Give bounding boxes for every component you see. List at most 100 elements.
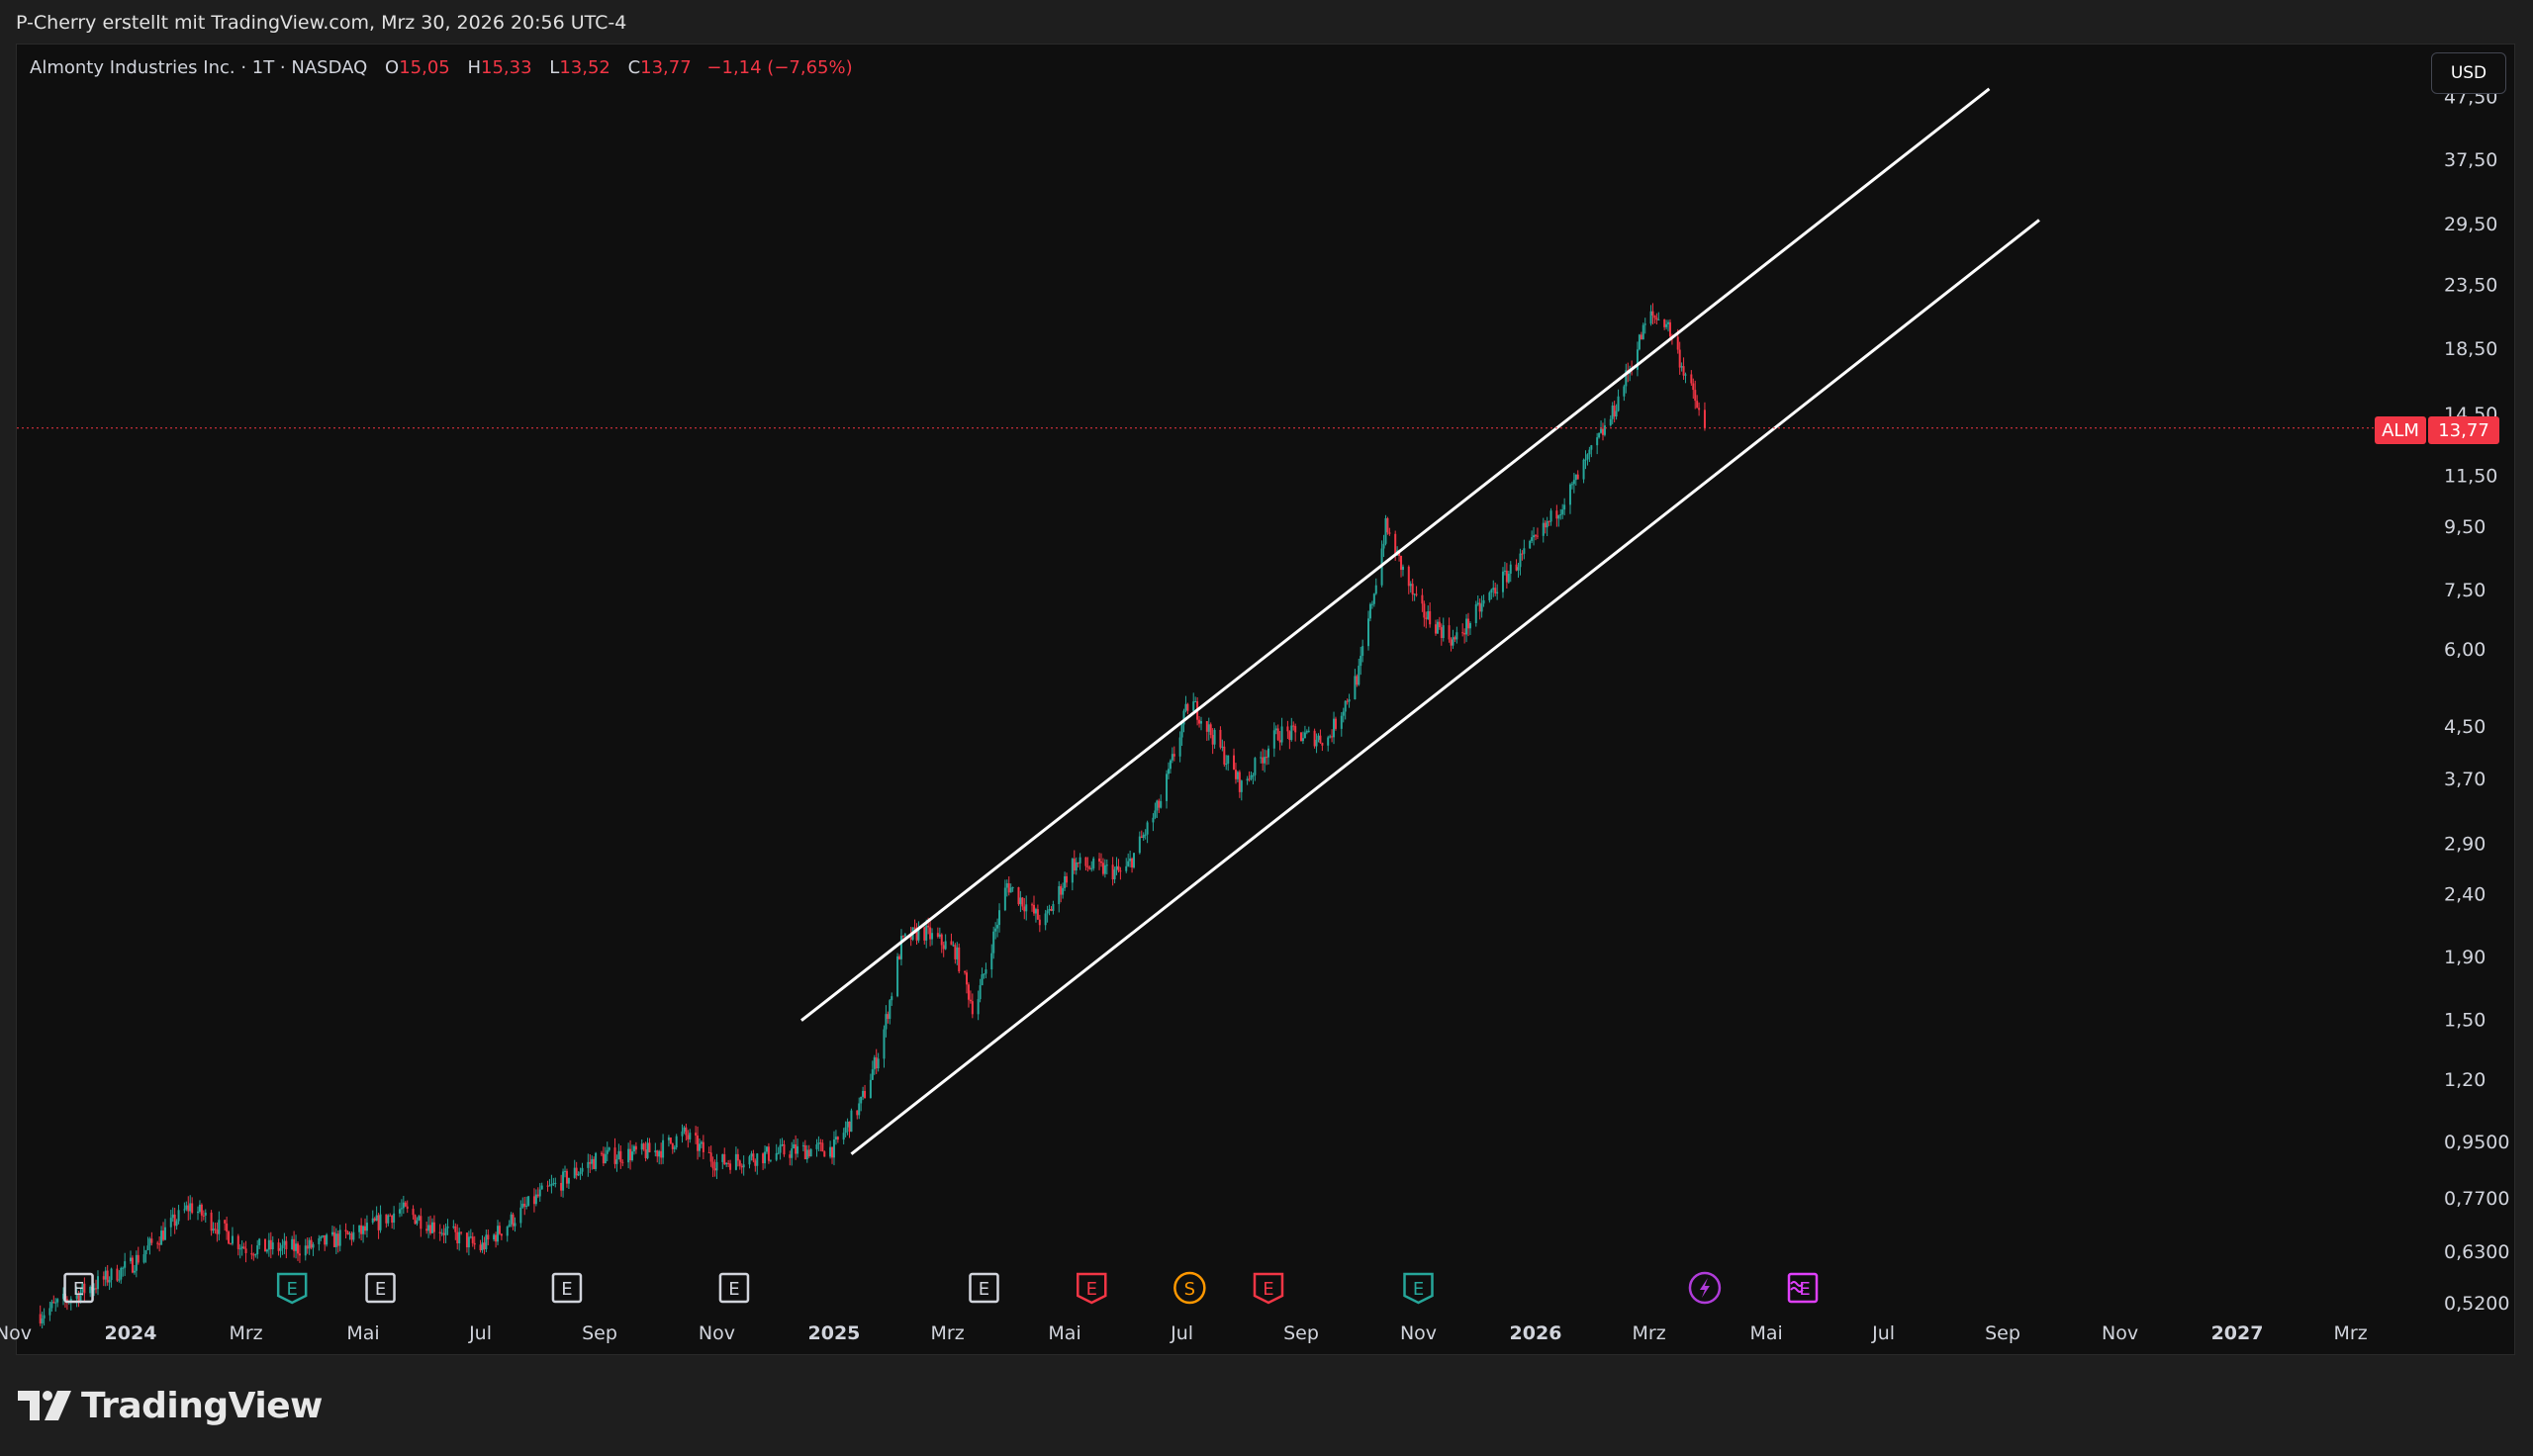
candle-body [917, 927, 920, 941]
event-marker-e-icon[interactable]: E [63, 1272, 94, 1304]
tradingview-logo[interactable]: TradingView [18, 1383, 323, 1428]
candle-body [823, 1151, 826, 1157]
candle-body [1609, 418, 1612, 426]
candle-body [1184, 703, 1187, 711]
candle-body [371, 1218, 374, 1224]
event-marker-e-icon[interactable]: E [1787, 1272, 1819, 1304]
candle-body [929, 927, 932, 940]
candle-body [801, 1144, 804, 1146]
candle-body [560, 1182, 563, 1191]
candle-body [1468, 622, 1471, 629]
candle-body [1052, 904, 1055, 911]
candle-body [1576, 474, 1579, 480]
svg-text:E: E [286, 1279, 297, 1300]
candle-body [285, 1240, 288, 1249]
candle-body [627, 1148, 630, 1163]
candle-body [1060, 885, 1063, 895]
symbol-legend[interactable]: Almonty Industries Inc. · 1T · NASDAQ O1… [30, 57, 853, 78]
candle-body [958, 947, 961, 972]
candle-body [983, 973, 985, 975]
event-marker-e-icon[interactable]: E [1403, 1272, 1434, 1305]
candle-body [1613, 406, 1616, 417]
candle-body [79, 1292, 82, 1302]
candle-body [1276, 728, 1279, 741]
candle-body [344, 1229, 347, 1232]
candle-body [640, 1143, 643, 1150]
chart-frame[interactable] [16, 44, 2515, 1355]
high-value: 15,33 [481, 57, 532, 78]
candle-body [1144, 834, 1147, 836]
event-marker-bolt-icon[interactable] [1688, 1271, 1722, 1305]
event-marker-e-icon[interactable]: E [718, 1272, 750, 1304]
candle-body [1219, 729, 1222, 748]
candle-body [479, 1244, 482, 1251]
event-marker-e-icon[interactable]: E [551, 1272, 583, 1304]
candle-body [56, 1299, 59, 1303]
candle-body [642, 1143, 645, 1150]
upper-channel-line[interactable] [800, 87, 1991, 1022]
candle-body [432, 1222, 435, 1232]
candle-body [775, 1152, 778, 1160]
candle-body [418, 1216, 421, 1221]
candle-body [212, 1228, 215, 1231]
candle-body [1319, 735, 1322, 744]
candle-body [156, 1242, 159, 1244]
candle-body [308, 1239, 311, 1249]
candle-body [1021, 897, 1024, 907]
event-marker-e-icon[interactable]: E [276, 1272, 308, 1305]
candle-body [1474, 603, 1477, 623]
candle-body [163, 1227, 166, 1240]
candle-body [189, 1203, 192, 1212]
candle-body [532, 1196, 535, 1205]
candle-body [1423, 603, 1426, 618]
candle-body [779, 1144, 782, 1153]
event-marker-e-icon[interactable]: E [1253, 1272, 1284, 1305]
candle-body [1207, 724, 1210, 732]
candle-body [1463, 632, 1466, 635]
candle-body [297, 1243, 300, 1254]
price-tick-label: 2,40 [2444, 884, 2486, 906]
price-tick-label: 0,7700 [2444, 1188, 2509, 1210]
candle-body [1234, 770, 1237, 779]
candle-body [338, 1229, 341, 1246]
candle-body [406, 1206, 409, 1210]
candle-body [102, 1276, 105, 1280]
candle-body [925, 925, 928, 941]
candle-body [1344, 700, 1347, 712]
candle-body [860, 1096, 863, 1104]
candle-body [1117, 865, 1120, 871]
time-tick-label: Jul [1170, 1322, 1193, 1344]
candle-body [271, 1242, 274, 1250]
currency-button[interactable]: USD [2431, 52, 2506, 94]
low-label: L [549, 57, 560, 78]
candle-body [1386, 517, 1389, 533]
candle-body [187, 1205, 190, 1212]
candle-body [1531, 537, 1534, 541]
symbol-name[interactable]: Almonty Industries Inc. · 1T · NASDAQ [30, 57, 368, 78]
event-marker-e-icon[interactable]: E [1077, 1272, 1107, 1305]
event-marker-e-icon[interactable]: E [365, 1272, 396, 1304]
candle-body [41, 1318, 44, 1323]
candle-body [621, 1161, 624, 1163]
candle-body [967, 984, 970, 1000]
candle-body [230, 1243, 233, 1245]
candle-body [430, 1222, 433, 1233]
candle-body [279, 1247, 282, 1251]
lower-channel-line[interactable] [850, 219, 2040, 1155]
candle-body [377, 1215, 380, 1230]
time-tick-label: Mai [1749, 1322, 1782, 1344]
candle-body [442, 1232, 445, 1235]
event-marker-s-icon[interactable]: S [1173, 1271, 1206, 1305]
candle-body [483, 1242, 486, 1250]
candle-body [1194, 701, 1197, 703]
candle-body [69, 1299, 72, 1302]
event-marker-e-icon[interactable]: E [969, 1272, 999, 1304]
candle-body [862, 1090, 865, 1097]
candle-body [689, 1133, 692, 1139]
candle-body [1278, 740, 1281, 743]
candle-body [346, 1231, 349, 1234]
candle-body [1086, 865, 1089, 867]
candle-body [1361, 646, 1364, 657]
candle-body [137, 1254, 140, 1263]
